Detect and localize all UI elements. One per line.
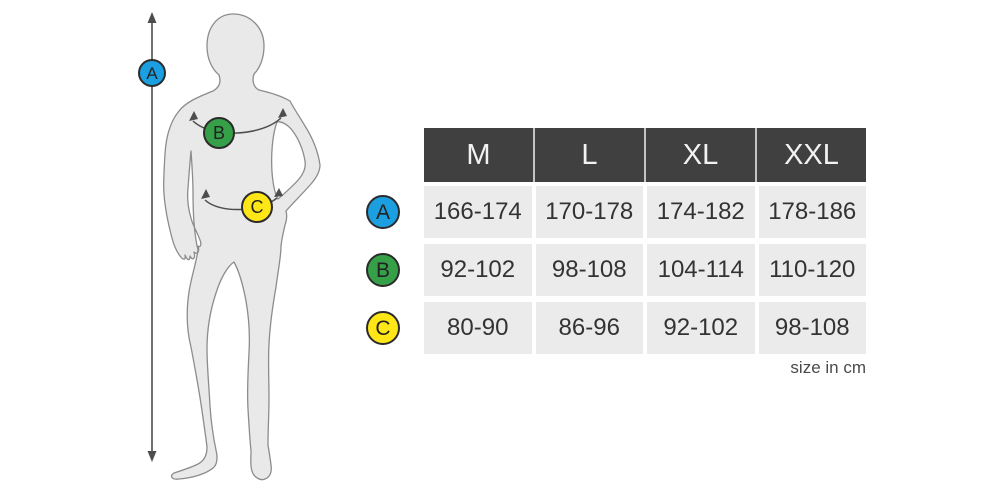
height-measure-arrow	[147, 12, 157, 462]
table-row-waist: 80-90 86-96 92-102 98-108	[424, 302, 866, 354]
size-table-header: M L XL XXL	[424, 128, 866, 182]
units-note: size in cm	[790, 358, 866, 377]
human-figure	[147, 12, 321, 481]
arrow-tip-right-icon	[274, 188, 283, 197]
cell-waist-xl: 92-102	[647, 302, 755, 354]
arrow-up-icon	[147, 12, 157, 23]
cell-waist-l: 86-96	[535, 302, 643, 354]
cell-height-l: 170-178	[535, 186, 643, 238]
header-cell-xl: XL	[646, 128, 755, 182]
chest-measure-arc	[189, 108, 287, 134]
cell-height-xl: 174-182	[647, 186, 755, 238]
header-cell-l: L	[535, 128, 644, 182]
human-silhouette	[162, 13, 321, 481]
cell-height-m: 166-174	[424, 186, 532, 238]
arrow-tip-left-icon	[189, 111, 198, 121]
row-badge-b: B	[366, 253, 400, 287]
row-badge-a: A	[366, 195, 400, 229]
size-table: M L XL XXL 166-174 170-178 174-182 178-1…	[424, 128, 866, 354]
header-cell-xxl: XXL	[757, 128, 866, 182]
table-row-height: 166-174 170-178 174-182 178-186	[424, 186, 866, 238]
cell-height-xxl: 178-186	[758, 186, 866, 238]
cell-chest-l: 98-108	[535, 244, 643, 296]
arrow-tip-left-icon	[201, 189, 210, 199]
row-badge-c: C	[366, 311, 400, 345]
cell-chest-m: 92-102	[424, 244, 532, 296]
row-badge-c-label: C	[375, 316, 391, 340]
cell-chest-xxl: 110-120	[758, 244, 866, 296]
cell-waist-xxl: 98-108	[758, 302, 866, 354]
table-row-chest: 92-102 98-108 104-114 110-120	[424, 244, 866, 296]
row-badge-a-label: A	[375, 200, 390, 224]
waist-marker-label: C	[250, 197, 264, 217]
height-marker-label: A	[146, 63, 158, 83]
waist-marker-badge: C	[241, 191, 273, 223]
arrow-down-icon	[147, 451, 157, 462]
arrow-tip-right-icon	[278, 108, 287, 118]
chest-marker-label: B	[212, 123, 225, 143]
row-badge-b-label: B	[375, 258, 390, 282]
cell-chest-xl: 104-114	[647, 244, 755, 296]
height-marker-badge: A	[138, 59, 166, 87]
header-cell-m: M	[424, 128, 533, 182]
cell-waist-m: 80-90	[424, 302, 532, 354]
chest-marker-badge: B	[203, 117, 235, 149]
